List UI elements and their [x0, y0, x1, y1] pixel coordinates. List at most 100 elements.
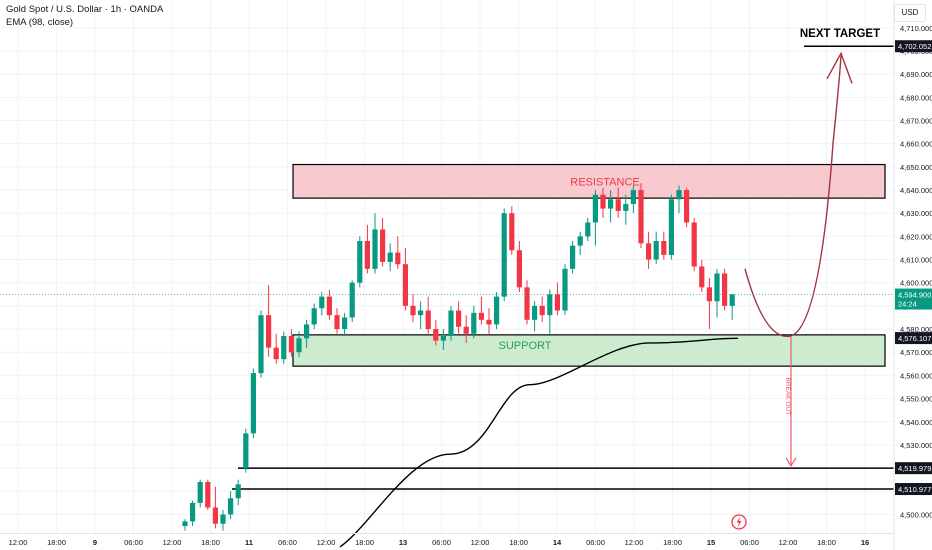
candle [706, 278, 712, 330]
candle-body [615, 199, 621, 211]
candle [258, 310, 264, 378]
candle [516, 241, 522, 292]
candle-body [722, 273, 728, 306]
candle [387, 243, 393, 272]
price-tick-label: 4,500.000 [900, 510, 932, 519]
candle-body [494, 296, 500, 325]
candle [532, 301, 538, 332]
candle [418, 301, 424, 330]
candle [554, 282, 560, 316]
candle-body [638, 190, 644, 244]
candle [547, 289, 553, 334]
time-tick-label: 12:00 [163, 538, 182, 547]
level-price-label: 4,510.977 [898, 485, 931, 494]
candle [372, 213, 378, 274]
time-tick-label: 12:00 [9, 538, 28, 547]
candle [319, 291, 325, 316]
resistance-zone [292, 163, 886, 199]
candle-body [395, 252, 401, 265]
candle [714, 268, 720, 318]
candle [281, 331, 287, 364]
candle [494, 291, 500, 330]
candle-body [380, 229, 386, 262]
candle-body [562, 268, 568, 311]
candle-body [190, 502, 196, 522]
candle-body [691, 222, 697, 267]
price-tick-label: 4,690.000 [900, 70, 932, 79]
candle [661, 231, 667, 260]
next-target-label: NEXT TARGET [800, 28, 880, 40]
price-tick-label: 4,610.000 [900, 256, 932, 265]
candle [646, 231, 652, 269]
candle [205, 479, 211, 510]
candle [691, 217, 697, 272]
current-price-badge [895, 288, 932, 310]
candle-body [661, 241, 667, 255]
horizontal-levels: NEXT TARGET [232, 28, 894, 490]
time-tick-label: 06:00 [432, 538, 451, 547]
candle-body [653, 241, 659, 260]
candle [684, 187, 690, 228]
candle-body [296, 338, 302, 353]
candle [668, 194, 674, 260]
time-tick-label: 12:00 [779, 538, 798, 547]
time-tick-label: 15 [707, 538, 715, 547]
projection-drawings: BREAK OUT [744, 51, 853, 467]
candle-body [600, 194, 606, 209]
candle [433, 319, 439, 346]
candle [456, 301, 462, 334]
candle [600, 187, 606, 218]
candle-body [250, 373, 256, 434]
candle-body [273, 347, 279, 360]
candle-body [729, 294, 735, 306]
candle-body [266, 315, 272, 348]
symbol-title[interactable]: Gold Spot / U.S. Dollar · 1h · OANDA [6, 4, 164, 15]
time-tick-label: 06:00 [124, 538, 143, 547]
time-axis[interactable]: 12:00 18:00 9 06:00 12:00 18:00 11 06:00 12:00 18… [0, 533, 893, 548]
candle [357, 236, 363, 288]
candle-body [585, 222, 591, 237]
candle [296, 331, 302, 357]
candle [478, 296, 484, 325]
candle-body [402, 264, 408, 306]
currency-button[interactable]: USD [894, 4, 926, 22]
indicator-label[interactable]: EMA (98, close) [6, 17, 74, 28]
candle [486, 308, 492, 334]
candle-body [205, 482, 211, 508]
candle [509, 206, 515, 255]
candle [288, 329, 294, 357]
candle [653, 231, 659, 265]
candle-body [570, 245, 576, 269]
candle-body [364, 241, 370, 269]
candle [235, 479, 241, 506]
candle-body [372, 229, 378, 269]
candle-body [448, 310, 454, 337]
candle [592, 190, 598, 246]
candle-body [668, 199, 674, 255]
price-tick-label: 4,640.000 [900, 186, 932, 195]
price-tick-label: 4,680.000 [900, 93, 932, 102]
price-tick-label: 4,560.000 [900, 371, 932, 380]
price-tick-label: 4,630.000 [900, 209, 932, 218]
time-tick-label: 11 [245, 538, 253, 547]
candle-body [592, 194, 598, 223]
candle [349, 280, 355, 323]
price-tick-label: 4,580.000 [900, 325, 932, 334]
tradingview-logo-icon[interactable] [730, 513, 748, 531]
candle [410, 294, 416, 323]
candle-body [699, 266, 705, 288]
candle-body [319, 296, 325, 309]
support-zone [292, 334, 886, 367]
candle-body [304, 324, 310, 339]
candle-body [554, 294, 560, 311]
price-tick-label: 4,600.000 [900, 279, 932, 288]
candle-body [676, 190, 682, 200]
candle [304, 319, 310, 348]
candle-body [288, 336, 294, 353]
candle [364, 224, 370, 274]
candle-body [243, 433, 249, 469]
candle-body [342, 317, 348, 330]
